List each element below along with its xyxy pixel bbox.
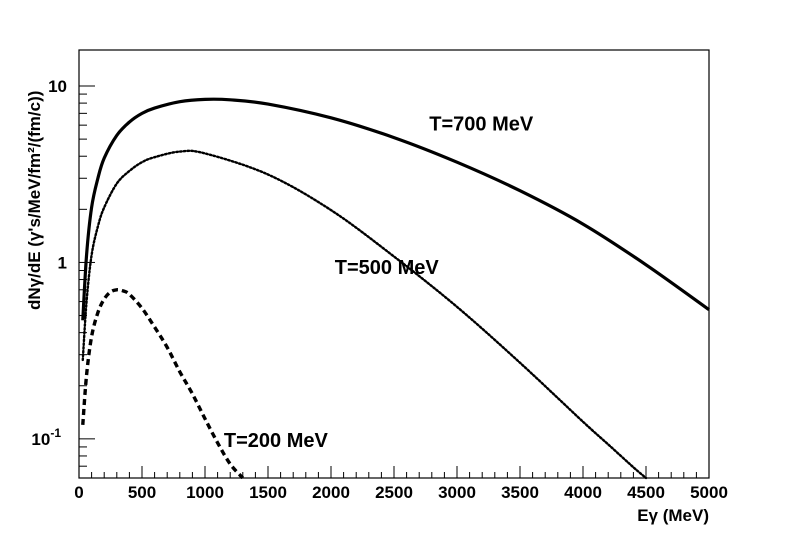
curve-label: T=700 MeV xyxy=(429,113,534,135)
x-tick-label: 3500 xyxy=(501,483,539,502)
x-tick-label: 2500 xyxy=(375,483,413,502)
y-tick-label: 10-1 xyxy=(31,426,61,449)
series-line xyxy=(81,97,710,321)
y-axis-title: dNγ/dE (γ's/MeV/fm²/(fm/c)) xyxy=(25,91,44,310)
curve-label: T=500 MeV xyxy=(335,257,440,279)
labels-layer: T=700 MeV T=500 MeV T=200 MeV xyxy=(224,113,534,451)
ticks-layer: 0 500 1000 1500 2000 2500 3000 3500 4000 4500 5000… xyxy=(31,77,728,502)
y-tick-base: 1 xyxy=(58,253,67,272)
x-tick-label: 4500 xyxy=(627,483,665,502)
x-axis-title: Eγ (MeV) xyxy=(637,506,709,525)
x-tick-label: 500 xyxy=(128,483,156,502)
y-tick-label: 10 xyxy=(48,77,67,96)
x-tick-label: 5000 xyxy=(690,483,728,502)
y-tick-label: 1 xyxy=(58,253,67,272)
x-tick-label: 1000 xyxy=(186,483,224,502)
series-line xyxy=(81,288,245,480)
x-tick-label: 1500 xyxy=(249,483,287,502)
curves-layer xyxy=(81,97,710,480)
x-tick-label: 3000 xyxy=(438,483,476,502)
x-tick-label: 0 xyxy=(74,483,83,502)
y-tick-exponent: -1 xyxy=(50,426,61,440)
y-tick-base: 10 xyxy=(31,430,50,449)
curve-label: T=200 MeV xyxy=(224,430,329,452)
x-tick-label: 4000 xyxy=(564,483,602,502)
y-tick-base: 10 xyxy=(48,77,67,96)
series-line xyxy=(81,149,648,480)
x-tick-label: 2000 xyxy=(312,483,350,502)
